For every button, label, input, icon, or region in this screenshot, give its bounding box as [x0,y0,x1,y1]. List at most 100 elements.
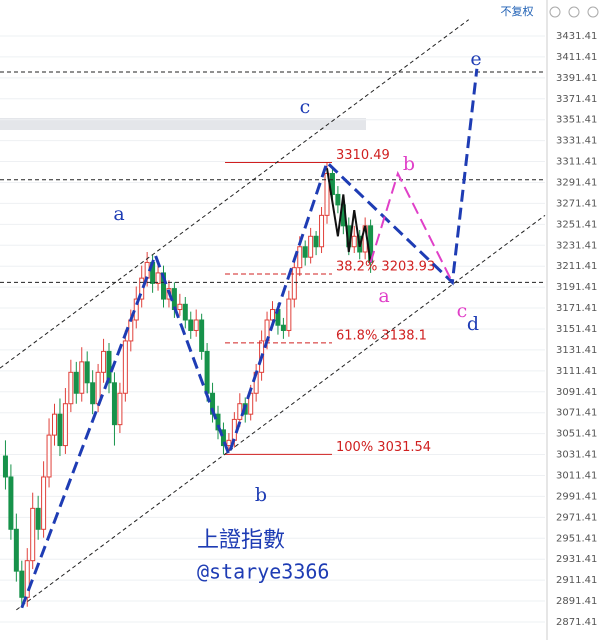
candle-body [319,214,325,248]
fib-label: 3310.49 [336,148,390,163]
candle-body [237,403,243,420]
candle-body [286,298,292,331]
y-tick-label: 2911.41 [556,575,597,586]
y-tick-label: 3071.41 [556,408,597,419]
y-tick-label: 2891.41 [556,596,597,607]
candle-body [139,277,145,300]
candle-body [270,309,275,321]
candle-body [133,298,139,321]
settings-icon[interactable] [549,6,561,18]
candle-body [30,507,36,562]
candle-body [8,476,14,530]
y-tick-label: 3111.41 [556,366,597,377]
candle-body [199,319,205,352]
fib-label: 100% 3031.54 [336,440,431,455]
candle-body [313,235,319,248]
candle-body [13,528,19,572]
y-tick-label: 3031.41 [556,450,597,461]
candle-body [122,340,128,394]
y-tick-label: 3171.41 [556,303,597,314]
y-tick-label: 3411.41 [556,52,597,63]
candle-body [84,361,90,384]
candle-body [297,246,303,269]
candle-body [161,272,166,300]
candle-body [19,570,25,598]
candle-body [73,371,79,394]
y-tick-label: 3371.41 [556,94,597,105]
y-tick-label: 2991.41 [556,491,597,502]
y-tick-label: 2931.41 [556,554,597,565]
wave-label: b [255,484,267,506]
wave-line [16,214,546,611]
candle-body [62,403,68,447]
candle-body [79,361,85,394]
y-tick-label: 3151.41 [556,324,597,335]
y-tick-label: 3431.41 [556,31,597,42]
candle-body [215,413,221,431]
candle-body [291,267,297,300]
wave-line [369,170,454,283]
y-tick-label: 3291.41 [556,177,597,188]
y-tick-label: 2951.41 [556,533,597,544]
y-tick-label: 3131.41 [556,345,597,356]
fib-label: 38.2% 3203.93 [336,260,435,275]
y-tick-label: 3331.41 [556,136,597,147]
candle-body [41,476,47,530]
candle-body [90,382,96,405]
y-tick-label: 2971.41 [556,512,597,523]
candle-body [117,392,123,426]
candle-body [2,455,8,478]
wave-line [20,68,479,609]
candle-body [220,429,226,447]
wave-line [0,19,469,369]
wave-line [326,168,372,263]
y-tick-label: 3211.41 [556,261,597,272]
candle-body [35,507,41,530]
wave-label: c [457,300,468,322]
watermark-title: 上證指數 [197,528,285,553]
y-tick-label: 3011.41 [556,470,597,481]
zoom-out-icon[interactable] [568,6,580,18]
y-tick-label: 2871.41 [556,617,597,628]
adjust-button[interactable]: 不复权 [501,4,534,18]
wave-label: d [467,313,479,335]
y-tick-label: 3351.41 [556,115,597,126]
candle-body [182,303,188,321]
candle-body [106,350,112,384]
candle-body [57,413,63,447]
zoom-in-icon[interactable] [587,6,599,18]
wave-label: a [378,285,389,307]
candle-body [335,193,341,206]
y-tick-label: 3051.41 [556,429,597,440]
candle-body [308,235,314,258]
candle-body [155,272,161,284]
y-tick-label: 3271.41 [556,198,597,209]
candle-body [68,371,74,405]
y-tick-label: 3191.41 [556,282,597,293]
candle-body [302,246,308,258]
plot: 2871.41 2891.41 2911.41 2931.41 2951.41 2971.… [0,19,597,628]
candle-body [101,350,107,373]
candle-body [111,382,117,426]
candle-body [52,413,57,436]
candle-body [46,434,52,478]
candle-body [280,324,286,331]
y-tick-label: 3311.41 [556,157,597,168]
highlight-band [0,118,366,130]
candle-body [351,235,357,248]
fib-label: 61.8% 3138.1 [336,328,427,343]
y-tick-label: 3251.41 [556,219,597,230]
candle-body [177,303,183,311]
candle-body [24,560,30,598]
watermark-handle: @starye3366 [197,560,329,584]
wave-label: c [300,96,311,118]
candle-body [188,319,194,331]
candle-body [128,319,134,342]
wave-label: b [403,153,415,175]
y-tick-label: 3391.41 [556,73,597,84]
candle-body [204,350,210,394]
y-tick-label: 3091.41 [556,387,597,398]
wave-label: e [470,48,481,70]
